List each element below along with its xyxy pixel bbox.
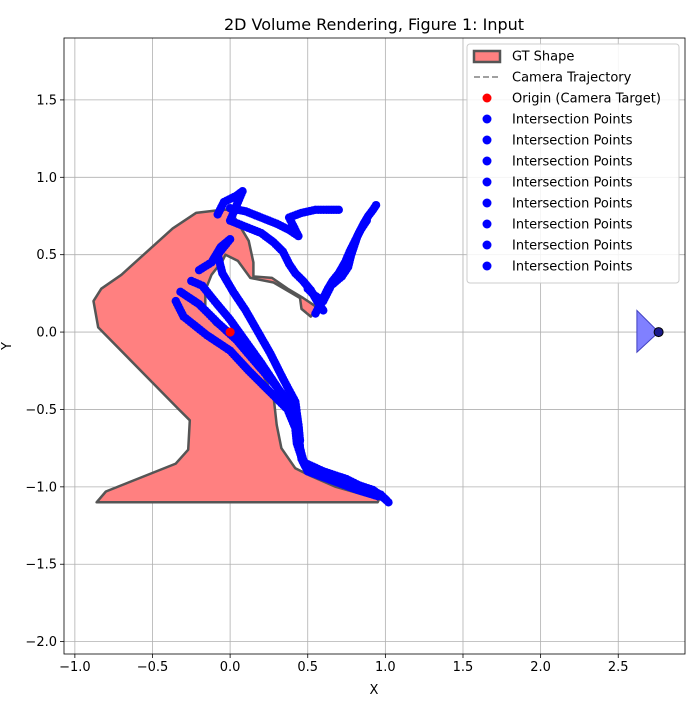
intersection-point [295, 436, 305, 445]
y-tick-label: 1.5 [36, 93, 57, 108]
legend-entry: Camera Trajectory [474, 71, 632, 86]
plot-frame [63, 37, 686, 655]
legend-entry: Origin (Camera Target) [482, 92, 661, 107]
x-axis-label: X [370, 683, 379, 698]
x-tick-label: −0.5 [137, 660, 169, 675]
intersection-point [362, 216, 371, 225]
legend-label: Intersection Points [512, 113, 633, 128]
y-tick-label: −1.0 [25, 480, 57, 495]
legend-label: Intersection Points [512, 197, 633, 212]
legend-label: GT Shape [512, 50, 574, 65]
legend-label: Intersection Points [512, 155, 633, 170]
x-tick-label: −1.0 [59, 660, 91, 675]
legend-entry: Intersection Points [482, 197, 633, 212]
legend-entry: Intersection Points [482, 260, 633, 275]
legend-swatch-origin [482, 93, 492, 103]
origin-marker [225, 327, 235, 337]
y-tick-label: 0.0 [36, 326, 57, 341]
legend-label: Intersection Points [512, 260, 633, 275]
legend-entry: Intersection Points [482, 113, 633, 128]
legend-swatch-gt-shape [472, 49, 502, 64]
legend-swatch-intersection [482, 156, 492, 166]
legend-swatch-intersection [482, 198, 492, 208]
legend-label: Intersection Points [512, 134, 633, 149]
legend-entry: Intersection Points [482, 134, 633, 149]
legend-label: Origin (Camera Target) [512, 92, 661, 107]
axes: −1.0 −0.5 0.0 0.5 1.0 1.5 2.0 2.5 −2.0 −1.5 −1.0 −0… [25, 37, 686, 675]
y-tick-label: −2.0 [25, 635, 57, 650]
x-tick-label: 1.5 [453, 660, 474, 675]
intersection-ray [187, 276, 382, 501]
intersection-point [373, 491, 382, 501]
intersection-point [334, 205, 343, 214]
x-tick-label: 2.0 [530, 660, 551, 675]
intersection-ray [194, 235, 305, 445]
x-tick-label: 2.5 [608, 660, 629, 675]
x-tick-label: 0.0 [220, 660, 241, 675]
y-tick-label: 0.5 [36, 248, 57, 263]
chart-title: 2D Volume Rendering, Figure 1: Input [224, 15, 524, 34]
legend-label: Camera Trajectory [512, 71, 632, 86]
legend-swatch-intersection [482, 177, 492, 187]
legend-swatch-intersection [482, 219, 492, 229]
legend-label: Intersection Points [512, 239, 633, 254]
legend-entry: Intersection Points [482, 155, 633, 170]
intersection-ray [303, 216, 371, 306]
legend-label: Intersection Points [512, 218, 633, 233]
legend-swatch-intersection [482, 261, 492, 271]
x-tick-label: 1.0 [375, 660, 396, 675]
y-tick-label: −0.5 [25, 403, 57, 418]
intersection-ray [225, 204, 343, 241]
x-tick-label: 0.5 [297, 660, 318, 675]
legend-swatch-intersection [482, 240, 492, 250]
legend-entry: Intersection Points [482, 239, 633, 254]
legend: GT Shape Camera Trajectory Origin (Camera … [466, 43, 680, 284]
y-tick-label: −1.5 [25, 558, 57, 573]
camera-frustum [636, 309, 660, 354]
legend-label: Intersection Points [512, 176, 633, 191]
y-tick-label: 1.0 [36, 171, 57, 186]
legend-entry: GT Shape [472, 49, 574, 65]
intersection-point [381, 495, 390, 504]
legend-swatch-intersection [482, 114, 492, 124]
intersection-points-layer [171, 187, 664, 507]
intersection-point [371, 200, 381, 210]
legend-entry: Intersection Points [482, 176, 633, 191]
legend-box [466, 43, 680, 284]
legend-swatch-intersection [482, 135, 492, 145]
legend-entry: Intersection Points [482, 218, 633, 233]
camera-marker [653, 327, 664, 338]
y-axis-label: Y [0, 342, 15, 351]
